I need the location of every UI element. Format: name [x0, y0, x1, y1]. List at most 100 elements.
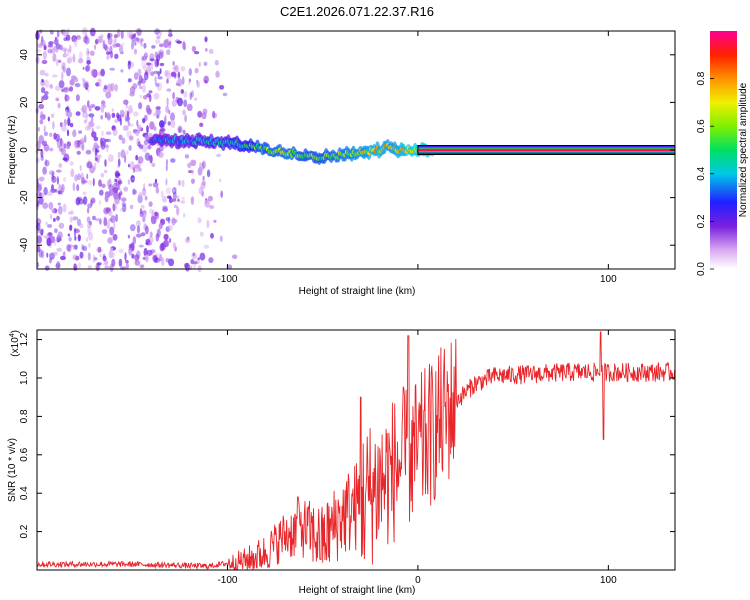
spectrogram-noise-cell: [96, 264, 99, 271]
spectrogram-noise-cell: [168, 41, 171, 49]
spectrogram-noise-cell: [148, 94, 152, 103]
spectrogram-noise-cell: [44, 160, 50, 167]
spectrogram-noise-cell: [53, 217, 56, 222]
spectrogram-noise-cell: [53, 132, 57, 140]
spectrogram-noise-cell: [64, 109, 69, 117]
spectrogram-noise-cell: [169, 40, 172, 46]
spectrogram-noise-cell: [111, 112, 116, 119]
spectrogram-noise-cell: [199, 252, 206, 261]
spectrogram-noise-cell: [77, 234, 81, 242]
spectrogram-noise-cell: [52, 53, 57, 62]
spectrogram-noise-cell: [76, 140, 81, 148]
spectrogram-noise-cell: [130, 224, 136, 232]
spectrogram-noise-cell: [184, 154, 190, 159]
spectrogram-noise-cell: [172, 66, 177, 71]
spectrogram-noise-cell: [134, 41, 137, 46]
spectrogram-noise-cell: [166, 49, 171, 56]
spectrogram-noise-cell: [99, 199, 102, 206]
spectrogram-noise-cell: [79, 251, 84, 259]
spectrogram-noise-cell: [181, 76, 185, 85]
spectrogram-noise-cell: [123, 186, 129, 192]
spectrogram-noise-cell: [198, 62, 201, 67]
spectrogram-noise-cell: [110, 82, 115, 92]
spectrogram-noise-cell: [172, 92, 175, 100]
spectrogram-noise-cell: [89, 220, 92, 226]
spectrogram-noise-cell: [154, 58, 159, 68]
spectrogram-noise-cell: [81, 179, 88, 184]
spectrogram-noise-cell: [133, 111, 139, 117]
spectrogram-noise-cell: [72, 182, 76, 192]
spectrogram-noise-cell: [45, 158, 48, 166]
spectrogram-noise-cell: [87, 252, 91, 261]
spectrogram-noise-cell: [70, 209, 75, 215]
spectrogram-noise-cell: [118, 248, 124, 254]
spectrogram-noise-cell: [140, 204, 145, 209]
spectrogram-noise-cell: [103, 39, 106, 47]
spectrogram-noise-cell: [136, 255, 140, 261]
snr-y-tick-label: 0.2: [19, 524, 30, 538]
snr-x-ticks: -100 0 100: [217, 330, 617, 586]
spectrogram-noise-cell: [148, 242, 152, 246]
spectrogram-noise-cell: [118, 134, 123, 140]
spectrogram-noise-cell: [66, 129, 70, 137]
spectrogram-noise-cell: [154, 75, 157, 85]
spectrogram-noise-cell: [209, 204, 215, 210]
spectrogram-noise-cell: [86, 60, 91, 65]
spectrogram-noise-cell: [124, 252, 127, 261]
spectrogram-noise-cell: [114, 178, 118, 183]
spectrogram-noise-cell: [38, 248, 43, 258]
spectrogram-noise-cell: [87, 50, 90, 55]
spectrogram-noise-cell: [118, 44, 124, 54]
spectrogram-noise-cell: [63, 143, 67, 149]
spectrogram-noise-cell: [61, 187, 64, 195]
spectrogram-noise-cell: [67, 233, 71, 237]
spectrogram-noise-cell: [164, 70, 168, 77]
spectrogram-noise-cell: [155, 82, 160, 87]
spectrogram-noise-cell: [38, 103, 45, 110]
spectrogram-noise-cell: [93, 142, 99, 151]
spectrogram-noise-cell: [177, 97, 183, 107]
snr-y-tick-label: 0.8: [19, 409, 30, 423]
spectrogram-noise-cell: [41, 78, 44, 83]
spectrogram-noise-cell: [81, 104, 88, 114]
spectrogram-panel: -100 100 -40 -20 0 20 40 Height of straight l…: [7, 27, 676, 297]
spectrogram-noise-cell: [165, 105, 170, 113]
spectrogram-noise-cell: [64, 93, 68, 102]
spectrogram-noise-cell: [41, 96, 44, 103]
spectrogram-noise-cell: [146, 125, 149, 134]
spectrogram-noise-cell: [111, 108, 114, 112]
spectrogram-noise-cell: [115, 180, 120, 187]
spectrogram-noise-cell: [85, 34, 88, 39]
spectrogram-noise-cell: [110, 247, 114, 252]
spectrogram-noise-cell: [59, 137, 63, 147]
spectrogram-noise-cell: [202, 175, 205, 181]
spectrogram-noise-cell: [86, 47, 90, 57]
spectrogram-noise-cell: [44, 131, 48, 137]
spectrogram-noise-cell: [86, 207, 90, 214]
spectrogram-noise-cell: [88, 180, 93, 186]
spectrogram-noise-cell: [43, 144, 50, 152]
spectrogram-noise-cell: [39, 119, 43, 124]
spectrogram-noise-cell: [128, 145, 132, 151]
spectrogram-noise-cell: [76, 150, 81, 155]
spectrogram-noise-cell: [129, 91, 135, 97]
spectrogram-noise-cell: [142, 216, 146, 223]
spectrogram-noise-cell: [142, 210, 147, 214]
spectrogram-noise-cell: [160, 128, 166, 132]
spectrogram-noise-cell: [220, 190, 223, 198]
spectrogram-noise-cell: [188, 78, 192, 83]
spectrogram-noise-cell: [226, 264, 233, 270]
spectrogram-noise-cell: [106, 54, 110, 60]
spectrogram-noise-cell: [53, 39, 59, 45]
spectrogram-noise-cell: [141, 57, 144, 62]
colorbar-gradient: [710, 31, 737, 269]
spectrogram-noise-cell: [84, 36, 90, 45]
spectrogram-noise-cell: [74, 83, 81, 88]
spectrogram-noise-cell: [103, 169, 108, 174]
spectrogram-noise-cell: [82, 245, 88, 252]
spectrogram-noise-cell: [63, 122, 66, 126]
spectrogram-noise-cell: [44, 265, 50, 271]
spectrogram-noise-cell: [52, 121, 55, 130]
spectrogram-noise-cell: [133, 72, 139, 80]
spectrogram-noise-cell: [177, 125, 183, 133]
